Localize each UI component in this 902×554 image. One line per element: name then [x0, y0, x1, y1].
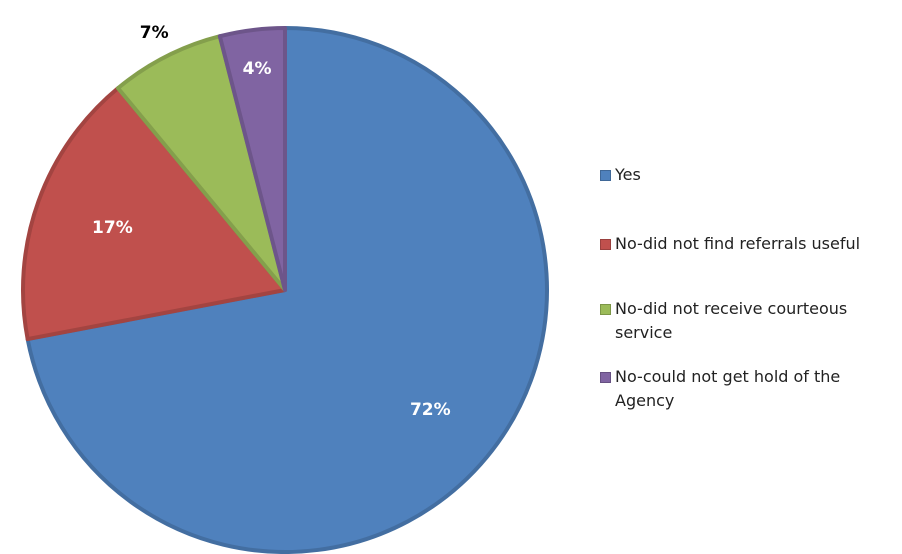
pie-slice-courteous	[115, 34, 287, 292]
legend-swatch-referrals	[600, 239, 611, 250]
legend-item-courteous: No-did not receive courteous service	[600, 297, 900, 345]
legend-swatch-agency	[600, 372, 611, 383]
legend-label-agency: No-could not get hold of the Agency	[615, 367, 841, 410]
data-label-courteous: 7%	[140, 23, 169, 43]
legend-label-yes: Yes	[615, 165, 641, 184]
legend-item-agency: No-could not get hold of the Agency	[600, 365, 900, 413]
legend-swatch-courteous	[600, 304, 611, 315]
data-label-referrals: 17%	[92, 218, 133, 238]
data-label-agency: 4%	[243, 59, 272, 79]
legend-label-courteous: No-did not receive courteous service	[615, 299, 848, 342]
data-label-yes: 72%	[410, 400, 451, 420]
legend-item-referrals: No-did not find referrals useful	[600, 232, 900, 256]
legend-item-yes: Yes	[600, 163, 900, 187]
legend-label-referrals: No-did not find referrals useful	[615, 234, 861, 253]
pie-slice-referrals	[21, 86, 287, 342]
pie-slice-agency	[217, 26, 287, 292]
legend-swatch-yes	[600, 170, 611, 181]
pie-slice-yes	[25, 26, 549, 554]
